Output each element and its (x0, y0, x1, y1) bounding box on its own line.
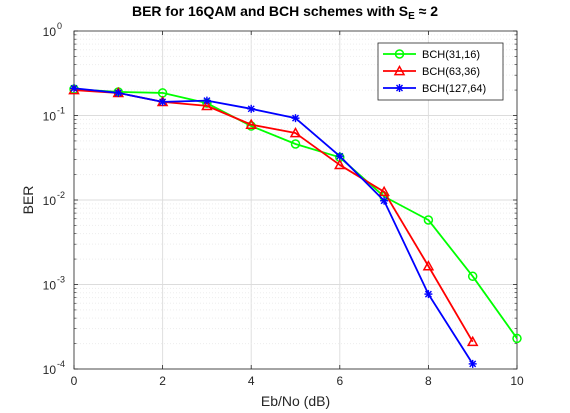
x-tick-label: 8 (425, 374, 432, 388)
y-tick-label: 10 (43, 194, 57, 208)
data-point (202, 96, 211, 105)
x-tick-label: 2 (159, 374, 166, 388)
data-point (423, 215, 434, 225)
data-point (290, 139, 301, 149)
y-tick-exponent: -3 (57, 275, 65, 285)
chart-title: BER for 16QAM and BCH schemes with SE ≈ … (0, 3, 570, 22)
data-point (512, 333, 522, 344)
legend-label: BCH(63,36) (422, 66, 480, 78)
x-tick-label: 0 (71, 374, 78, 388)
y-tick-label: 10 (43, 279, 57, 293)
data-point (424, 290, 433, 299)
data-point (158, 97, 167, 106)
legend-label: BCH(127,64) (422, 83, 486, 95)
legend-item: BCH(31,16) (383, 49, 480, 61)
y-tick-exponent: -4 (57, 359, 65, 369)
legend-marker (395, 84, 404, 92)
legend-label: BCH(31,16) (422, 49, 480, 61)
data-point (467, 271, 478, 282)
data-point (289, 126, 302, 138)
y-tick-label: 10 (43, 363, 57, 377)
asterisk-stroke (424, 290, 432, 298)
y-tick-label: 10 (43, 110, 57, 124)
y-tick-label: 10 (43, 25, 57, 39)
x-tick-label: 6 (336, 374, 343, 388)
y-axis-label: BER (20, 185, 36, 215)
y-tick-exponent: -1 (57, 106, 65, 116)
asterisk-stroke (247, 105, 255, 113)
x-tick-label: 10 (510, 374, 524, 388)
legend-marker (393, 64, 406, 76)
data-point (422, 260, 435, 271)
data-point (245, 118, 257, 129)
y-tick-exponent: 0 (57, 21, 62, 31)
title-subscript: E (408, 11, 415, 22)
asterisk-stroke (396, 84, 403, 92)
legend-item: BCH(63,36) (383, 64, 480, 78)
asterisk-stroke (336, 152, 344, 160)
asterisk-stroke (114, 89, 122, 97)
data-point (335, 152, 344, 161)
asterisk-stroke (292, 114, 299, 122)
asterisk-stroke (203, 97, 211, 105)
data-point (291, 114, 300, 123)
data-point (380, 196, 389, 205)
legend-item: BCH(127,64) (383, 83, 486, 95)
data-point (334, 158, 346, 170)
x-tick-label: 4 (248, 374, 255, 388)
data-point (378, 185, 390, 197)
title-main: BER for 16QAM and BCH schemes with S (131, 3, 409, 19)
asterisk-stroke (469, 360, 477, 368)
y-tick-exponent: -2 (57, 190, 65, 200)
data-point (114, 88, 123, 97)
data-point (201, 99, 213, 111)
data-point (466, 335, 479, 347)
asterisk-stroke (380, 197, 388, 205)
legend: BCH(31,16) BCH(63,36) BCH(127,64) (377, 42, 504, 101)
series-line (73, 87, 474, 365)
series-asterisk (70, 84, 477, 368)
asterisk-stroke (159, 98, 167, 106)
x-axis-label: Eb/No (dB) (260, 393, 331, 409)
data-point (468, 359, 477, 368)
title-suffix: ≈ 2 (414, 3, 439, 19)
legend-marker (394, 49, 405, 59)
series-line (73, 88, 518, 339)
data-point (247, 104, 256, 113)
data-point (70, 84, 78, 93)
asterisk-stroke (70, 84, 78, 92)
